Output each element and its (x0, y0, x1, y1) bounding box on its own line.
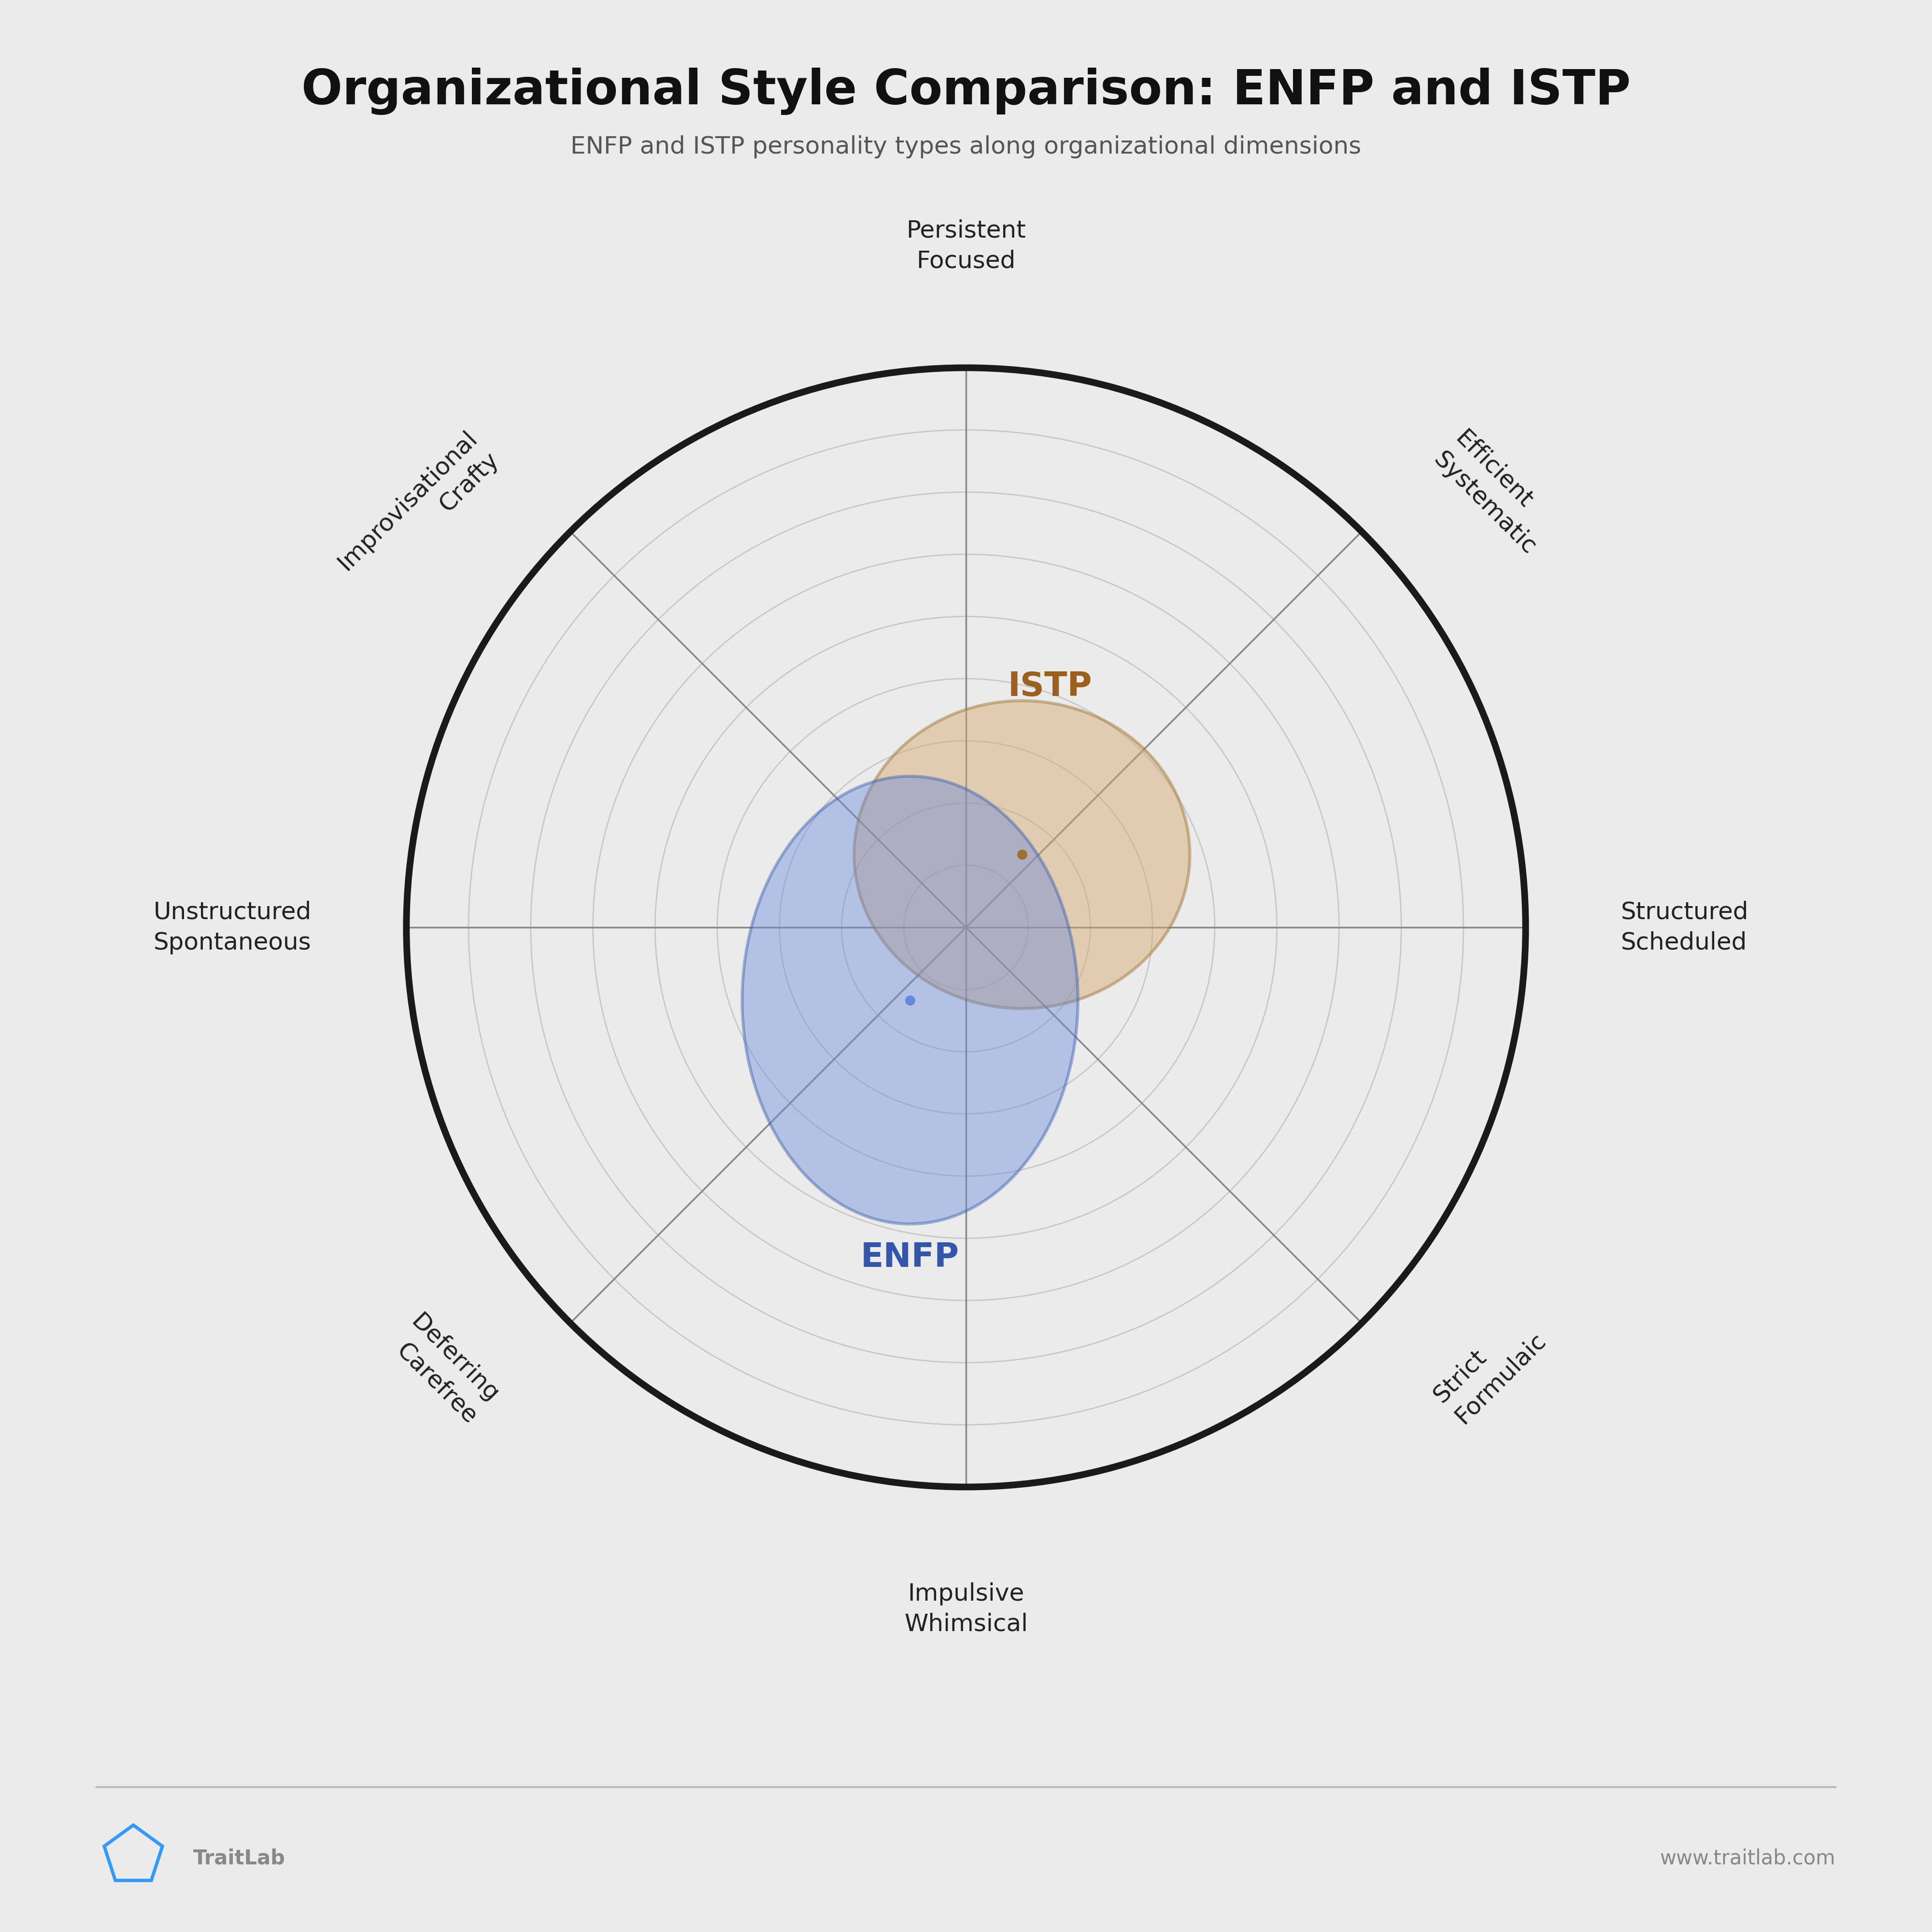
Text: Efficient
Systematic: Efficient Systematic (1430, 427, 1563, 560)
Text: www.traitlab.com: www.traitlab.com (1660, 1849, 1835, 1868)
Text: Improvisational
Crafty: Improvisational Crafty (332, 427, 502, 597)
Text: Strict
Formulaic: Strict Formulaic (1430, 1308, 1549, 1428)
Text: Impulsive
Whimsical: Impulsive Whimsical (904, 1582, 1028, 1636)
Text: Persistent
Focused: Persistent Focused (906, 218, 1026, 272)
Text: TraitLab: TraitLab (193, 1849, 286, 1868)
Ellipse shape (854, 701, 1190, 1009)
Text: ISTP: ISTP (1009, 670, 1092, 703)
Text: Structured
Scheduled: Structured Scheduled (1621, 900, 1748, 954)
Text: Deferring
Carefree: Deferring Carefree (384, 1310, 502, 1428)
Ellipse shape (742, 777, 1078, 1225)
Text: Unstructured
Spontaneous: Unstructured Spontaneous (153, 900, 311, 954)
Text: ENFP: ENFP (862, 1242, 960, 1273)
Text: Organizational Style Comparison: ENFP and ISTP: Organizational Style Comparison: ENFP an… (301, 68, 1631, 116)
Text: ENFP and ISTP personality types along organizational dimensions: ENFP and ISTP personality types along or… (570, 135, 1362, 158)
